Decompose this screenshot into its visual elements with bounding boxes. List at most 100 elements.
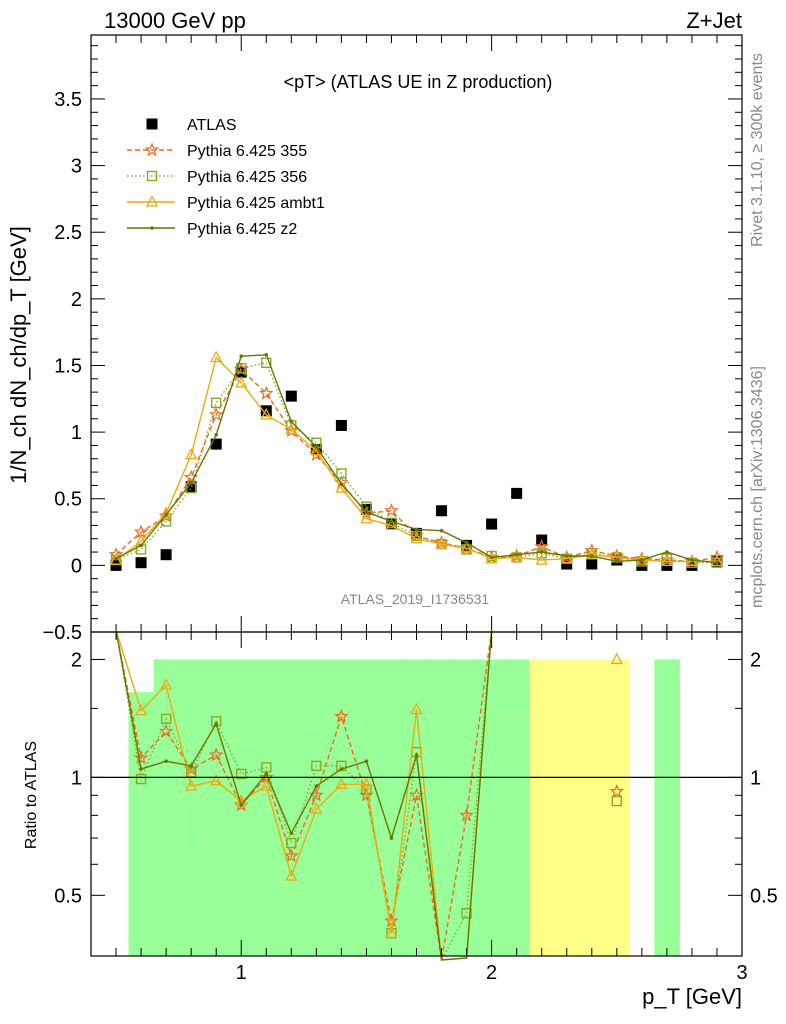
point-atlas-16 [511, 487, 523, 499]
ratio-line-ambt1-0 [115, 629, 493, 961]
ratio-point-z2 [314, 784, 319, 788]
ratio-line-z2-0 [115, 629, 493, 961]
ratio-y-axis-label: Ratio to ATLAS [23, 741, 40, 849]
point-ambt1-18 [560, 551, 573, 564]
band-yellow-18 [554, 659, 580, 956]
rivet-version-label: Rivet 3.1.10, ≥ 300k events [749, 53, 766, 247]
point-z2-20 [615, 559, 619, 564]
ratio-point-p355 [334, 708, 349, 723]
ratio-point-p355 [609, 783, 625, 798]
ratio-point-p356 [311, 760, 322, 772]
point-ambt1-24 [710, 554, 724, 567]
chart-title: <pT> (ATLAS UE in Z production) [284, 72, 553, 92]
ratio-ytick-label-left: 0.5 [54, 885, 82, 907]
point-z2-2 [164, 512, 168, 517]
point-z2-7 [289, 419, 294, 424]
point-z2-12 [414, 527, 419, 532]
band-green-inner-7 [278, 735, 305, 834]
point-p356-9 [336, 468, 347, 479]
ratio-point-z2 [414, 753, 419, 757]
band-green-1 [128, 692, 155, 956]
ratio-point-z2 [389, 836, 394, 840]
point-z2-4 [214, 432, 218, 437]
point-atlas-2 [160, 549, 172, 561]
point-ambt1-7 [285, 422, 298, 435]
main-ytick-label: 0 [71, 555, 82, 577]
point-atlas-18 [561, 558, 573, 570]
point-z2-14 [464, 540, 469, 545]
point-p356-22 [661, 553, 673, 564]
ratio-series-layer [115, 629, 625, 963]
point-ambt1-15 [485, 551, 498, 564]
point-ambt1-22 [660, 554, 673, 567]
legend-label-p355: Pythia 6.425 355 [187, 143, 307, 160]
main-panel: <pT> (ATLAS UE in Z production) ATLAS_20… [6, 34, 743, 644]
ratio-point-ambt1 [335, 777, 348, 789]
point-z2-1 [139, 543, 143, 548]
ratio-point-ambt1 [260, 779, 273, 791]
legend-label-atlas: ATLAS [187, 117, 237, 134]
point-p356-6 [261, 357, 272, 369]
ratio-ytick-label-right: 1 [750, 767, 761, 789]
point-ambt1-14 [460, 541, 473, 553]
band-yellow-20 [604, 659, 630, 956]
ratio-point-ambt1 [610, 652, 623, 665]
ratio-point-p356 [461, 908, 472, 919]
ratio-point-p356 [286, 837, 297, 849]
main-ytick-label: 2.5 [54, 222, 82, 244]
point-z2-9 [339, 482, 344, 486]
point-p355-11 [384, 503, 399, 517]
point-z2-11 [389, 519, 394, 524]
point-ambt1-5 [235, 375, 248, 388]
main-ytick-label: 1.5 [54, 355, 82, 377]
band-yellow-19 [579, 659, 605, 956]
band-green-inner-5 [228, 740, 255, 825]
band-green-13 [429, 659, 455, 956]
band-green-inner-14 [454, 749, 480, 812]
point-z2-16 [514, 552, 519, 557]
ratio-point-p355 [208, 747, 224, 762]
point-atlas-0 [110, 559, 122, 571]
point-ambt1-6 [260, 407, 273, 420]
ratio-point-ambt1 [160, 678, 173, 690]
ratio-point-ambt1 [285, 869, 298, 881]
point-atlas-13 [436, 505, 448, 517]
ratio-point-p356 [135, 773, 147, 785]
point-atlas-6 [260, 405, 272, 417]
point-z2-3 [189, 480, 193, 485]
series-line-ambt1 [115, 356, 717, 563]
legend-marker-p356 [146, 170, 158, 182]
legend-label-p356: Pythia 6.425 356 [187, 169, 307, 186]
point-atlas-7 [285, 390, 297, 402]
point-atlas-1 [135, 557, 147, 569]
main-ytick-label: 2 [71, 289, 82, 311]
main-series-layer [108, 350, 725, 571]
band-yellow-17 [529, 659, 555, 956]
ratio-point-ambt1 [210, 773, 223, 786]
ratio-ytick-label-left: 1 [71, 767, 82, 789]
x-tick-label: 2 [486, 962, 497, 984]
ratio-point-z2 [264, 772, 269, 776]
main-ytick-label: 3 [71, 156, 82, 178]
point-z2-22 [665, 550, 669, 554]
point-z2-0 [114, 556, 118, 561]
legend-marker-ambt1 [145, 195, 159, 207]
point-z2-5 [239, 354, 244, 358]
point-ambt1-3 [185, 447, 198, 460]
ratio-axes: 0.5 0.5 1 1 2 2 1 2 3 [54, 631, 778, 984]
x-axis-label: p_T [GeV] [642, 984, 742, 1009]
band-green-2 [153, 659, 180, 956]
point-p356-23 [686, 557, 698, 568]
ratio-point-p356 [261, 762, 272, 773]
band-green-inner-11 [378, 761, 405, 796]
ratio-panel: 0.5 0.5 1 1 2 2 1 2 3 Ratio to ATLAS p_T [GeV] [23, 629, 778, 1009]
point-ambt1-11 [385, 518, 398, 531]
ratio-line-p355-0 [115, 629, 493, 961]
point-z2-10 [364, 510, 369, 514]
ratio-point-p356 [611, 795, 623, 807]
point-atlas-15 [486, 518, 498, 530]
main-y-axis-label: 1/N_ch dN_ch/dp_T [GeV] [6, 226, 31, 484]
ratio-ytick-label-right: 0.5 [750, 885, 778, 907]
point-ambt1-12 [410, 531, 423, 544]
